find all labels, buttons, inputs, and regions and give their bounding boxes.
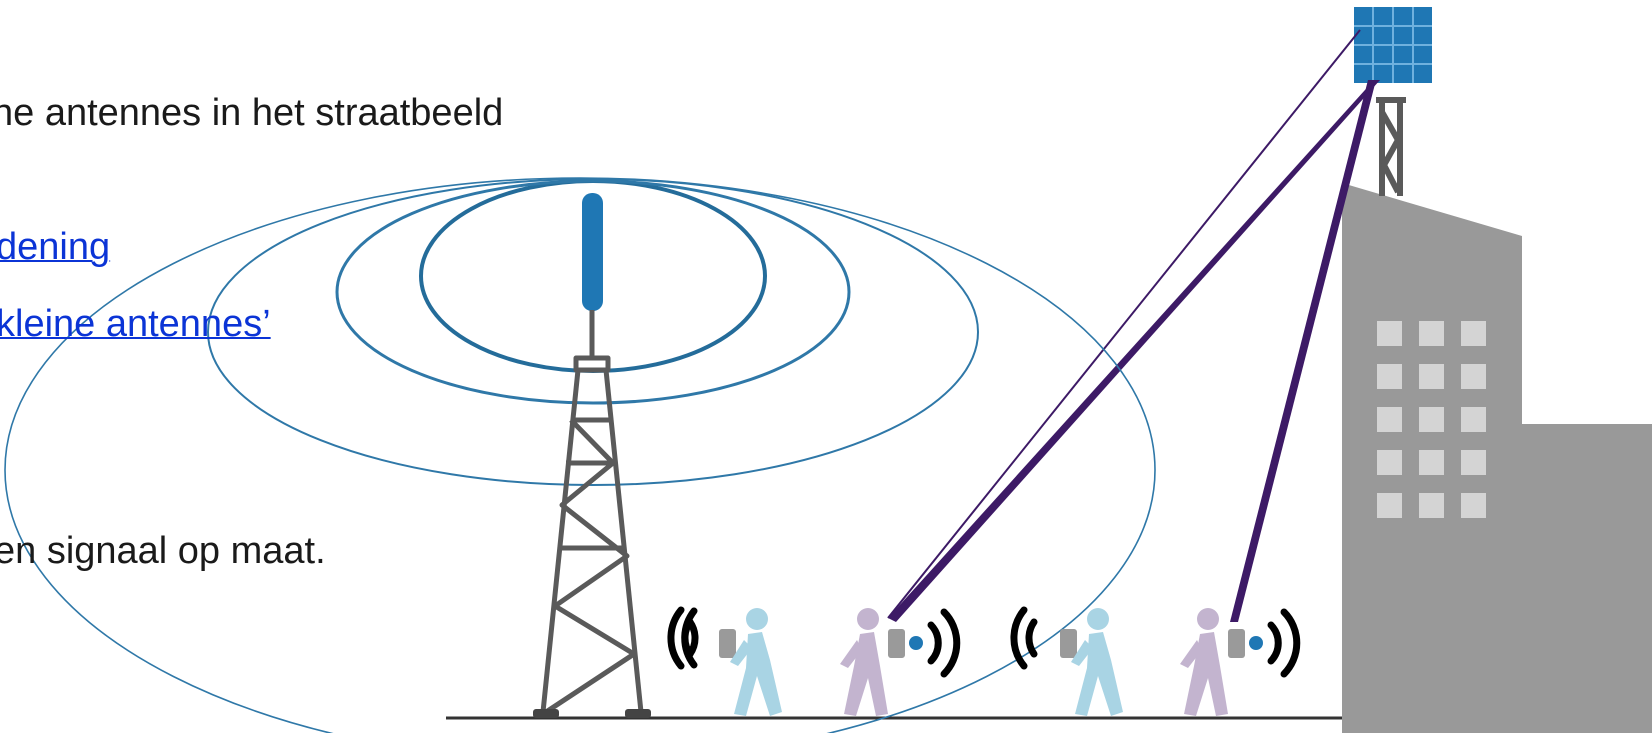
walking-person-icon [1180, 608, 1228, 716]
body-text-line-1: ne antennes in het straatbeeld [0, 92, 504, 134]
walking-person-icon [1071, 608, 1123, 716]
macro-tower-icon [533, 193, 651, 718]
person-group-2 [840, 608, 961, 716]
phone-icon [1228, 629, 1245, 658]
body-text-line-2: en signaal op maat. [0, 530, 326, 572]
phone-icon [719, 629, 736, 658]
rooftop-mast [1376, 97, 1406, 196]
signal-waves-icon [1267, 608, 1301, 678]
signal-waves-icon [927, 608, 961, 678]
building-icon [1342, 183, 1652, 733]
person-group-3 [1010, 606, 1123, 716]
building-windows [1377, 321, 1486, 518]
phone-icon [1060, 629, 1077, 658]
phone-icon [888, 629, 905, 658]
hyperlink-2[interactable]: kleine antennes’ [0, 303, 271, 345]
signal-waves-icon [1010, 606, 1038, 670]
beam-to-phone-2 [1230, 80, 1376, 622]
thin-beam [887, 29, 1361, 619]
beam-to-phone-1 [888, 80, 1380, 622]
small-cell-antenna-icon [1354, 7, 1432, 83]
walking-person-icon [840, 608, 888, 716]
hyperlink-1[interactable]: dening [0, 226, 111, 268]
person-group-1 [667, 606, 782, 716]
macro-antenna [582, 193, 603, 311]
person-group-4 [1180, 608, 1301, 716]
coverage-waves [4, 177, 1156, 733]
walking-person-icon [730, 608, 782, 716]
